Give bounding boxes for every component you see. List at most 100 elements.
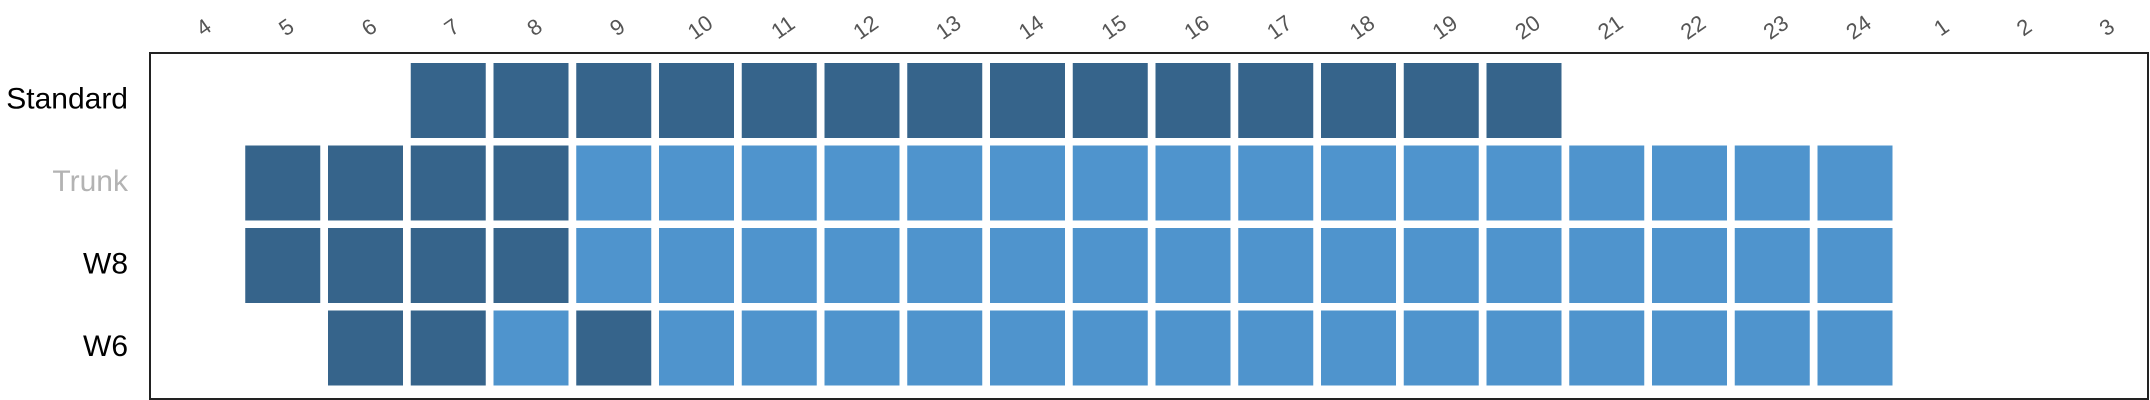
heatmap-cell [410, 145, 486, 221]
y-axis-row-labels: Standard Trunk W8 W6 [6, 82, 129, 363]
heatmap-cell [245, 145, 321, 221]
heatmap-cell [1403, 228, 1479, 303]
heatmap-cell [1569, 310, 1645, 386]
heatmap-cell [1072, 228, 1148, 303]
x-tick-label: 1 [1929, 13, 1953, 41]
heatmap-cell [1817, 228, 1893, 303]
x-tick-label: 7 [440, 13, 464, 41]
heatmap-cell [1569, 228, 1645, 303]
heatmap-cell [741, 63, 817, 138]
heatmap-cell [493, 228, 569, 303]
heatmap-cell [1072, 145, 1148, 221]
heatmap-cell [1486, 145, 1562, 221]
heatmap-cell [1155, 63, 1231, 138]
heatmap-cell [659, 63, 734, 138]
heatmap-cell [907, 228, 983, 303]
heatmap-cell [824, 310, 900, 386]
heatmap-cell [659, 310, 734, 386]
heatmap-cell [907, 310, 983, 386]
heatmap-cell [1486, 310, 1562, 386]
heatmap-cell [1486, 228, 1562, 303]
x-tick-label: 10 [683, 10, 717, 45]
x-tick-label: 23 [1759, 10, 1793, 45]
heatmap-cell [907, 145, 983, 221]
heatmap-cell [1321, 228, 1396, 303]
x-tick-label: 2 [2012, 13, 2036, 41]
heatmap-cell [1817, 145, 1893, 221]
x-tick-label: 20 [1510, 10, 1544, 45]
heatmap-cell [576, 310, 652, 386]
x-tick-label: 18 [1345, 10, 1379, 45]
heatmap-cell [576, 228, 652, 303]
heatmap-cell [990, 145, 1065, 221]
heatmap-cell [1238, 310, 1314, 386]
heatmap-cell [328, 228, 403, 303]
x-tick-label: 14 [1014, 10, 1048, 45]
x-tick-label: 13 [931, 10, 965, 45]
heatmap-cell [1652, 228, 1727, 303]
heatmap-cell [990, 310, 1065, 386]
x-tick-label: 5 [274, 13, 298, 41]
heatmap-cell [1817, 310, 1893, 386]
x-axis-tick-labels: 4 5 6 7 8 9 10 11 12 13 14 15 16 17 18 19 20 21 22 23 24 1 2 3 [191, 10, 2119, 45]
x-tick-label: 12 [848, 10, 882, 45]
heatmap-cell [1321, 63, 1396, 138]
heatmap-cell [1321, 145, 1396, 221]
heatmap-cell [493, 63, 569, 138]
heatmap-cell [1486, 63, 1562, 138]
x-tick-label: 21 [1593, 10, 1627, 45]
heatmap-cell [1403, 145, 1479, 221]
x-tick-label: 4 [191, 13, 215, 41]
heatmap-cell [1072, 63, 1148, 138]
x-tick-label: 6 [357, 13, 381, 41]
heatmap-cell [741, 145, 817, 221]
heatmap-cell [576, 145, 652, 221]
heatmap-cell [493, 310, 569, 386]
heatmap-cell [824, 228, 900, 303]
heatmap-cell [328, 145, 403, 221]
heatmap-cell [245, 228, 321, 303]
x-tick-label: 16 [1179, 10, 1213, 45]
heatmap-cell [410, 310, 486, 386]
heatmap-cell [1238, 228, 1314, 303]
x-tick-label: 11 [766, 10, 799, 44]
heatmap-cell [1155, 310, 1231, 386]
heatmap-cell [1403, 310, 1479, 386]
heatmap-cell [907, 63, 983, 138]
heatmap-cell [1652, 145, 1727, 221]
row-label: W6 [83, 330, 128, 363]
x-tick-label: 17 [1262, 10, 1296, 45]
x-tick-label: 22 [1676, 10, 1710, 45]
x-tick-label: 19 [1428, 10, 1462, 45]
plot-panel-border [149, 52, 2149, 400]
heatmap-cell [576, 63, 652, 138]
heatmap-cell [824, 63, 900, 138]
x-tick-label: 15 [1097, 10, 1131, 45]
x-tick-label: 9 [605, 13, 629, 41]
row-label: Standard [6, 82, 128, 115]
row-label: W8 [83, 247, 128, 280]
heatmap-cell [1072, 310, 1148, 386]
heatmap-cell [1734, 228, 1810, 303]
x-tick-label: 24 [1841, 10, 1875, 45]
heatmap-cell [741, 228, 817, 303]
heatmap-cell [1734, 310, 1810, 386]
heatmap-cell [493, 145, 569, 221]
heatmap-cell [990, 63, 1065, 138]
heatmap-cell [328, 310, 403, 386]
heatmap-cell [410, 228, 486, 303]
heatmap-cell [1238, 63, 1314, 138]
heatmap-cell [1652, 310, 1727, 386]
x-tick-label: 3 [2095, 13, 2119, 41]
heatmap-cell [1321, 310, 1396, 386]
heatmap-cell [659, 145, 734, 221]
heatmap-cell [410, 63, 486, 138]
row-label: Trunk [52, 165, 129, 198]
heatmap-cell [741, 310, 817, 386]
heatmap-cell [1238, 145, 1314, 221]
x-tick-label: 8 [522, 13, 546, 41]
heatmap-cell [824, 145, 900, 221]
heatmap-cell [1155, 228, 1231, 303]
heatmap-cells [245, 63, 1893, 386]
